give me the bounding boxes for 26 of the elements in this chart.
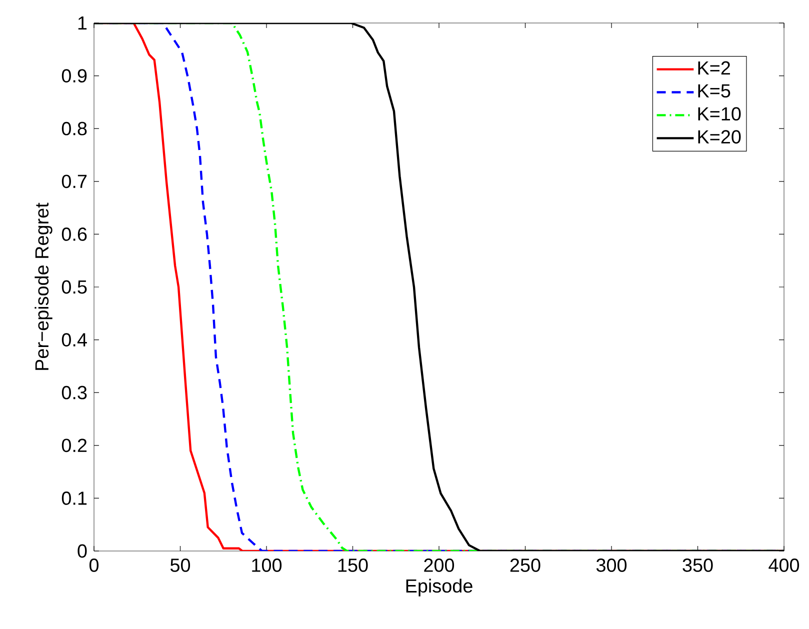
x-tick-label: 0 (89, 558, 99, 572)
y-tick-label: 0.3 (62, 386, 87, 400)
x-tick-label: 100 (252, 558, 282, 572)
y-tick-label: 0.4 (62, 333, 87, 346)
y-axis-title: Per−episode Regret (34, 202, 52, 370)
y-tick-label: 0.9 (62, 69, 87, 82)
y-tick-label: 0.6 (62, 227, 87, 241)
x-tick-label: 150 (338, 558, 368, 572)
x-axis-title: Episode (406, 578, 472, 596)
x-tick-label: 250 (510, 558, 540, 572)
x-tick-label: 400 (768, 558, 800, 572)
y-tick-label: 0.8 (62, 122, 87, 136)
legend-label: K=2 (698, 61, 730, 74)
y-tick-label: 0.2 (62, 438, 87, 452)
legend-label: K=5 (698, 84, 730, 98)
y-tick-label: 1 (78, 16, 87, 30)
legend-label: K=10 (698, 107, 741, 121)
y-tick-label: 0 (78, 544, 87, 558)
legend-label: K=20 (698, 130, 741, 144)
x-tick-label: 350 (682, 558, 713, 572)
y-tick-label: 0.5 (62, 280, 87, 294)
y-tick-label: 0.7 (62, 174, 87, 188)
x-tick-label: 200 (424, 558, 454, 572)
x-tick-label: 300 (596, 558, 627, 572)
x-tick-label: 50 (170, 558, 190, 572)
y-tick-label: 0.1 (62, 491, 87, 505)
